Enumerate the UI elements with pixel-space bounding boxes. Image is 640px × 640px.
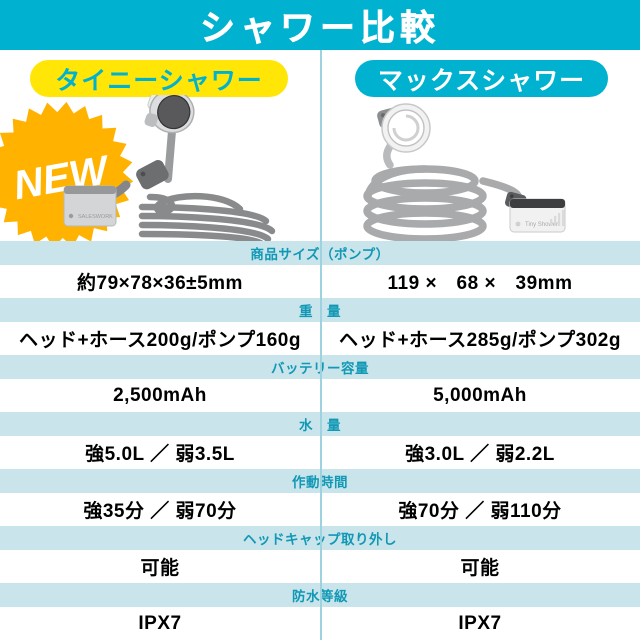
svg-text:SALESWORK: SALESWORK <box>78 214 113 220</box>
svg-text:Tiny Shower: Tiny Shower <box>525 222 558 228</box>
